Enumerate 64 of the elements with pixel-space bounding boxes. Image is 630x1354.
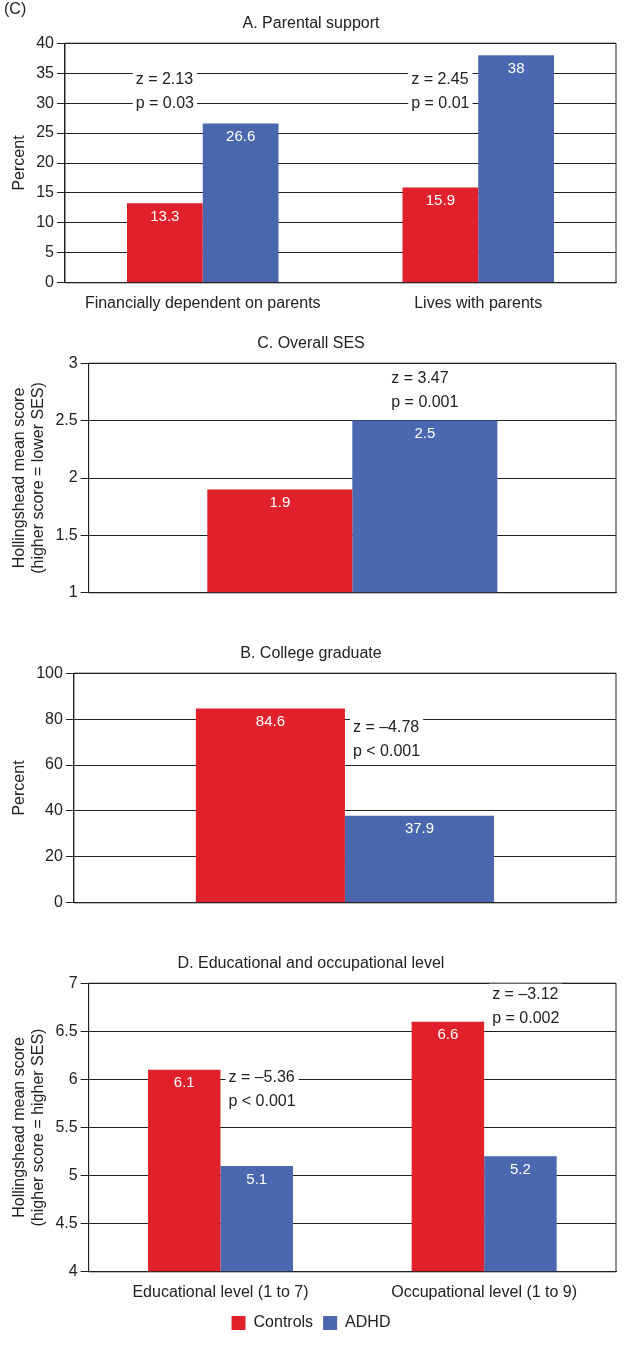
y-axis-title: Percent xyxy=(10,134,28,191)
y-tick-label: 6.5 xyxy=(55,1021,78,1039)
y-tick-label: 30 xyxy=(36,93,55,111)
bar xyxy=(478,55,555,283)
y-tick-label: 2.5 xyxy=(55,411,78,429)
annotation: z = 2.13 p = 0.03 xyxy=(135,69,195,111)
bar xyxy=(202,123,279,283)
data-label: 15.9 xyxy=(425,191,455,209)
x-tick-label: Financially dependent on parents xyxy=(84,293,321,311)
data-label: 37.9 xyxy=(404,819,435,837)
y-axis-title: Hollingshead mean score (higher score = lower SES) xyxy=(10,382,47,574)
y-tick-label: 4 xyxy=(68,1262,78,1280)
y-tick-label: 0 xyxy=(53,893,63,911)
y-tick-label: 80 xyxy=(45,709,63,727)
y-axis-title: Percent xyxy=(10,759,28,816)
annotation: z = –4.78 p < 0.001 xyxy=(352,718,421,760)
data-label: 6.1 xyxy=(173,1073,195,1091)
bar xyxy=(402,187,479,283)
y-tick-label: 100 xyxy=(36,663,63,681)
y-tick-label: 25 xyxy=(36,123,55,141)
x-tick-label: Lives with parents xyxy=(414,293,543,311)
y-tick-label: 2 xyxy=(68,468,78,486)
annotation: z = 3.47 p = 0.001 xyxy=(391,369,459,411)
legend-label: ADHD xyxy=(345,1313,391,1331)
chart-title: C. Overall SES xyxy=(257,334,365,352)
y-tick-label: 20 xyxy=(45,847,63,865)
y-tick-label: 6 xyxy=(68,1069,78,1087)
data-label: 5.1 xyxy=(246,1169,268,1187)
data-label: 38 xyxy=(507,58,525,76)
y-tick-label: 15 xyxy=(36,183,55,201)
chart-title: B. College graduate xyxy=(240,644,382,662)
y-tick-label: 3 xyxy=(68,353,78,371)
y-tick-label: 1.5 xyxy=(55,525,78,543)
x-tick-label: Educational level (1 to 7) xyxy=(132,1282,309,1300)
data-label: 6.6 xyxy=(437,1025,459,1043)
y-tick-label: 60 xyxy=(45,755,63,773)
y-axis-title: Hollingshead mean score (higher score = higher SES) xyxy=(10,1028,47,1227)
y-tick-label: 40 xyxy=(36,33,55,51)
y-tick-label: 35 xyxy=(36,63,55,81)
annotation: z = –5.36 p < 0.001 xyxy=(228,1068,296,1110)
data-label: 1.9 xyxy=(269,493,291,511)
legend-label: Controls xyxy=(253,1313,314,1331)
y-tick-label: 20 xyxy=(36,153,55,171)
y-tick-label: 5 xyxy=(68,1166,78,1184)
y-tick-label: 4.5 xyxy=(55,1214,78,1232)
data-label: 2.5 xyxy=(414,424,436,442)
data-label: 26.6 xyxy=(226,127,256,145)
annotation: z = 2.45 p = 0.01 xyxy=(411,69,470,111)
chart-title: D. Educational and occupational level xyxy=(177,954,445,972)
y-tick-label: 7 xyxy=(68,973,78,991)
data-label: 13.3 xyxy=(150,206,180,224)
text: (C) xyxy=(4,0,27,18)
bar xyxy=(126,203,203,283)
data-label: 84.6 xyxy=(255,712,286,730)
y-tick-label: 40 xyxy=(45,801,63,819)
annotation: z = –3.12 p = 0.002 xyxy=(492,984,560,1026)
chart-title: A. Parental support xyxy=(242,14,381,32)
data-label: 5.2 xyxy=(509,1160,531,1177)
y-tick-label: 5 xyxy=(45,243,55,261)
y-tick-label: 0 xyxy=(45,273,55,291)
x-tick-label: Occupational level (1 to 9) xyxy=(391,1282,578,1300)
y-tick-label: 1 xyxy=(68,583,78,601)
y-tick-label: 10 xyxy=(36,213,55,231)
y-tick-label: 5.5 xyxy=(55,1117,78,1135)
